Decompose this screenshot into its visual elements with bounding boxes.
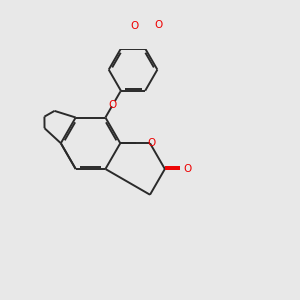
Text: O: O bbox=[109, 100, 117, 110]
Text: O: O bbox=[155, 20, 163, 30]
Text: O: O bbox=[183, 164, 191, 174]
Text: O: O bbox=[130, 21, 139, 31]
Text: O: O bbox=[147, 138, 155, 148]
